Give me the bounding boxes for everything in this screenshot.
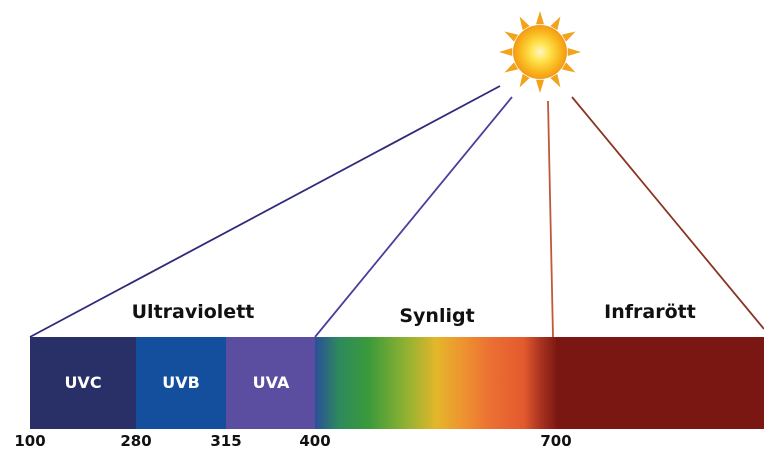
ray-infrared-right [571, 96, 764, 330]
band-label-uvb: UVB [162, 373, 200, 392]
tick-label-400: 400 [299, 432, 330, 450]
tick-label-700: 700 [540, 432, 571, 450]
sun-ray [504, 62, 519, 73]
sun-ray [535, 79, 545, 93]
sun-ray [567, 47, 581, 57]
sun-ray [561, 31, 576, 42]
region-label-infrared: Infrarött [604, 301, 696, 323]
tick-label-280: 280 [120, 432, 151, 450]
sun-ray [499, 47, 513, 57]
region-label-visible: Synligt [399, 305, 474, 327]
tick-label-100: 100 [14, 432, 45, 450]
sun-ray [561, 62, 576, 73]
sun-disc [513, 25, 567, 79]
sun-icon [499, 11, 581, 93]
band-visible [315, 337, 558, 429]
sun-ray [550, 16, 561, 31]
tick-label-315: 315 [210, 432, 241, 450]
band-uva [226, 337, 316, 429]
sun-ray [519, 73, 530, 88]
band-uvb [136, 337, 227, 429]
band-infrared [556, 337, 764, 429]
band-uvc [30, 337, 137, 429]
ray-uv-left [29, 85, 501, 338]
ray-visible-left [314, 96, 513, 338]
region-label-ultraviolet: Ultraviolett [132, 301, 255, 323]
sun-ray [535, 11, 545, 25]
sun-ray [519, 16, 530, 31]
band-label-uvc: UVC [64, 373, 101, 392]
band-label-uva: UVA [253, 373, 290, 392]
sun-ray [504, 31, 519, 42]
sun-ray [550, 73, 561, 88]
ray-infrared-left [547, 100, 554, 338]
